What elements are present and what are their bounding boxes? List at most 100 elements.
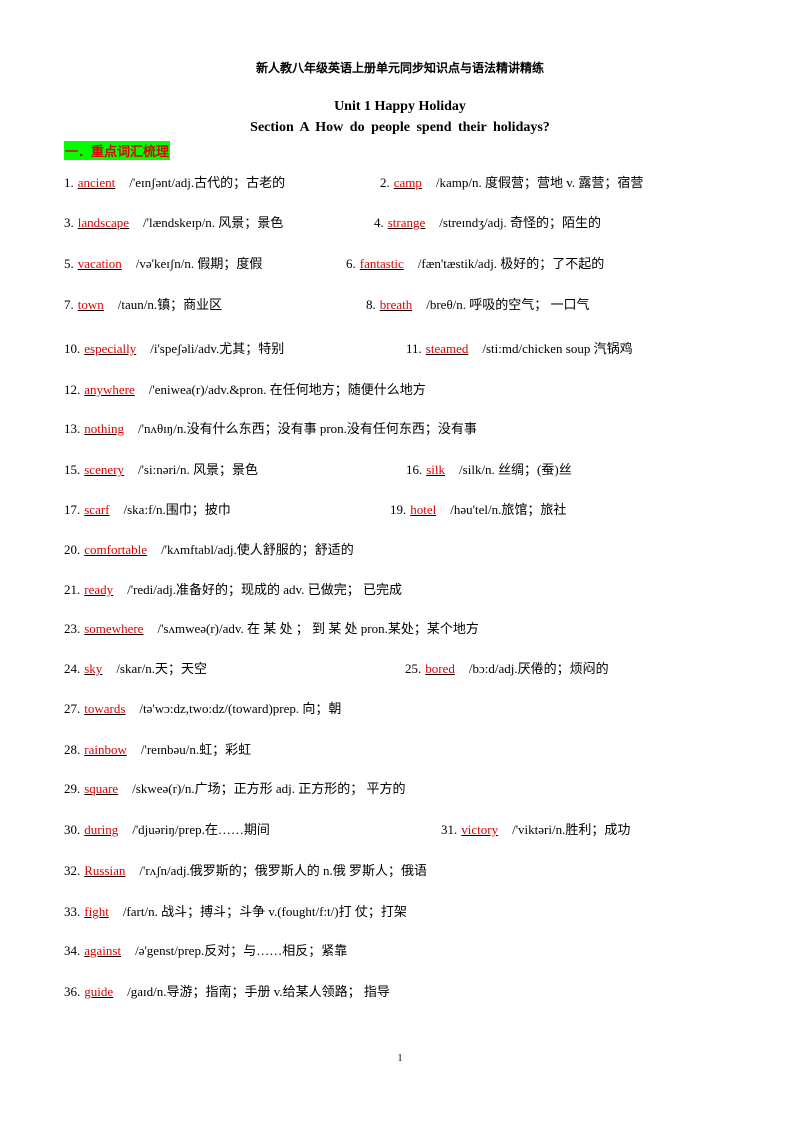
entry-definition: /'djuəriŋ/prep.在……期间 — [132, 822, 270, 837]
vocab-entry: 32. Russian /'rʌʃn/adj.俄罗斯的；俄罗斯人的 n.俄 罗斯人；… — [64, 860, 427, 879]
entry-word: anywhere — [84, 382, 135, 397]
vocab-entry: 34. against/ə'genst/prep.反对；与……相反；紧靠 — [64, 940, 347, 959]
entry-definition: /i'speʃəli/adv.尤其；特别 — [150, 341, 285, 356]
entry-number: 20. — [64, 542, 81, 557]
entry-number: 33. — [64, 904, 81, 919]
entry-word: steamed — [425, 341, 469, 356]
entry-definition: /'si:nəri/n. 风景；景色 — [137, 462, 259, 477]
vocab-entry: 17. scarf/ska:f/n.围巾；披巾 — [64, 499, 231, 518]
entry-number: 6. — [346, 256, 356, 271]
entry-word: breath — [379, 297, 413, 312]
entry-word: town — [77, 297, 104, 312]
vocab-entry: 11. steamed/sti:md/chicken soup 汽锅鸡 — [406, 338, 633, 357]
vocab-entry: 36. guide/gaɪd/n.导游；指南；手册 v.给某人领路； 指导 — [64, 981, 390, 1000]
entry-number: 17. — [64, 502, 81, 517]
entry-word: ready — [84, 582, 114, 597]
entry-word: square — [84, 781, 119, 796]
vocab-entry: 28. rainbow /'reɪnbəu/n.虹；彩虹 — [64, 739, 251, 758]
entry-number: 8. — [366, 297, 376, 312]
entry-number: 2. — [380, 175, 390, 190]
entry-number: 10. — [64, 341, 81, 356]
vocab-entry: 30. during /'djuəriŋ/prep.在……期间 — [64, 819, 270, 838]
entry-number: 36. — [64, 984, 81, 999]
entry-word: hotel — [410, 502, 437, 517]
entry-definition: /skar/n.天；天空 — [116, 661, 207, 676]
entry-number: 21. — [64, 582, 81, 597]
entry-word: scenery — [84, 462, 124, 477]
entry-word: bored — [425, 661, 455, 676]
vocab-entry: 19. hotel/həu'tel/n.旅馆；旅社 — [390, 499, 566, 518]
entry-definition: /ska:f/n.围巾；披巾 — [123, 502, 231, 517]
entry-word: guide — [84, 984, 114, 999]
entry-number: 1. — [64, 175, 74, 190]
page-number: 1 — [397, 1053, 403, 1064]
entry-definition: /'nʌθɪŋ/n.没有什么东西；没有事 pron.没有任何东西；没有事 — [137, 421, 477, 436]
entry-word: scarf — [84, 502, 110, 517]
vocab-entry: 20. comfortable /'kʌmftabl/adj.使人舒服的；舒适的 — [64, 539, 354, 558]
vocab-entry: 8. breath/breθ/n. 呼吸的空气； 一口气 — [366, 294, 590, 313]
entry-word: fight — [84, 904, 109, 919]
vocab-entry: 29. square/skweə(r)/n.广场；正方形 adj. 正方形的； 平… — [64, 778, 406, 797]
entry-definition: /həu'tel/n.旅馆；旅社 — [450, 502, 567, 517]
entry-number: 5. — [64, 256, 74, 271]
vocab-entry: 4. strange/streɪndʒ/adj. 奇怪的；陌生的 — [374, 212, 601, 231]
entry-word: strange — [387, 215, 426, 230]
entry-definition: /gaɪd/n.导游；指南；手册 v.给某人领路； 指导 — [127, 984, 390, 999]
entry-definition: /'lændskeɪp/n. 风景；景色 — [143, 215, 284, 230]
entry-number: 27. — [64, 701, 81, 716]
entry-word: landscape — [77, 215, 130, 230]
entry-definition: /fæn'tæstik/adj. 极好的；了不起的 — [417, 256, 605, 271]
entry-definition: /ə'genst/prep.反对；与……相反；紧靠 — [135, 943, 348, 958]
entry-word: camp — [393, 175, 422, 190]
vocab-entry: 25. bored/bɔ:d/adj.厌倦的；烦闷的 — [405, 658, 609, 677]
vocab-entry: 10. especially/i'speʃəli/adv.尤其；特别 — [64, 338, 284, 357]
entry-number: 28. — [64, 742, 81, 757]
doc-title: 新人教八年级英语上册单元同步知识点与语法精讲精练 — [255, 61, 544, 75]
entry-definition: /'rʌʃn/adj.俄罗斯的；俄罗斯人的 n.俄 罗斯人；俄语 — [139, 863, 428, 878]
vocab-entry: 24. sky/skar/n.天；天空 — [64, 658, 207, 677]
entry-definition: /sti:md/chicken soup 汽锅鸡 — [482, 341, 633, 356]
entry-word: ancient — [77, 175, 116, 190]
entry-word: Russian — [84, 863, 126, 878]
entry-number: 15. — [64, 462, 81, 477]
entry-word: nothing — [84, 421, 124, 436]
entry-number: 16. — [406, 462, 423, 477]
entry-number: 23. — [64, 621, 81, 636]
entry-definition: /fart/n. 战斗；搏斗；斗争 v.(fought/f:t/)打 仗；打架 — [122, 904, 407, 919]
entry-word: silk — [426, 462, 446, 477]
entry-word: rainbow — [84, 742, 127, 757]
entry-word: somewhere — [84, 621, 144, 636]
unit-title: Unit 1 Happy Holiday — [334, 99, 466, 114]
entry-word: towards — [84, 701, 126, 716]
entry-number: 11. — [406, 341, 422, 356]
entry-number: 25. — [405, 661, 422, 676]
entry-definition: /'kʌmftabl/adj.使人舒服的；舒适的 — [161, 542, 354, 557]
entry-number: 30. — [64, 822, 81, 837]
vocab-entry: 21. ready /'redi/adj.准备好的；现成的 adv. 已做完； 已完… — [64, 579, 402, 598]
vocab-entry: 31. victory /'viktəri/n.胜利；成功 — [441, 819, 630, 838]
entry-word: especially — [84, 341, 137, 356]
vocab-entry: 33. fight/fart/n. 战斗；搏斗；斗争 v.(fought/f:t/… — [64, 901, 407, 920]
vocab-entry: 23. somewhere /'sʌmweə(r)/adv. 在 某 处 ； 到 某… — [64, 618, 479, 637]
entry-definition: /skweə(r)/n.广场；正方形 adj. 正方形的； 平方的 — [132, 781, 406, 796]
section-title: Section A How do people spend their holi… — [250, 120, 550, 135]
entry-number: 12. — [64, 382, 81, 397]
vocab-entry: 12. anywhere /'eniwea(r)/adv.&pron. 在任何地方；… — [64, 379, 426, 398]
entry-number: 4. — [374, 215, 384, 230]
vocab-entry: 2. camp/kamp/n. 度假营；营地 v. 露营；宿营 — [380, 172, 643, 191]
entry-definition: /'redi/adj.准备好的；现成的 adv. 已做完； 已完成 — [127, 582, 402, 597]
vocab-entry: 3. landscape /'lændskeɪp/n. 风景；景色 — [64, 212, 283, 231]
entry-definition: /taun/n.镇；商业区 — [117, 297, 223, 312]
entry-number: 13. — [64, 421, 81, 436]
entry-definition: /'eniwea(r)/adv.&pron. 在任何地方；随便什么地方 — [148, 382, 426, 397]
entry-number: 32. — [64, 863, 81, 878]
entry-definition: /silk/n. 丝绸；(蚕)丝 — [459, 462, 572, 477]
vocab-entry: 27. towards/tə'wɔ:dz,two:dz/(toward)prep.… — [64, 698, 341, 717]
entry-definition: /və'keɪʃn/n. 假期；度假 — [135, 256, 263, 271]
entry-word: comfortable — [84, 542, 148, 557]
entry-definition: /'sʌmweə(r)/adv. 在 某 处 ； 到 某 处 pron.某处；某… — [157, 621, 479, 636]
entry-definition: /tə'wɔ:dz,two:dz/(toward)prep. 向；朝 — [139, 701, 342, 716]
entry-word: sky — [84, 661, 103, 676]
vocab-entry: 6. fantastic/fæn'tæstik/adj. 极好的；了不起的 — [346, 253, 604, 272]
